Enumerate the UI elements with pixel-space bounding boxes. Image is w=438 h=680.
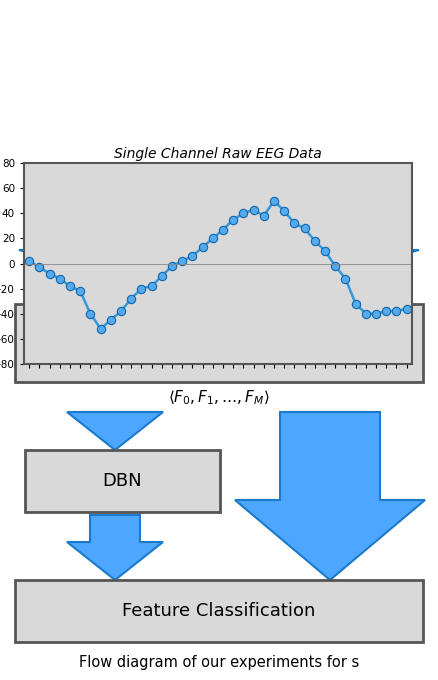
Polygon shape [67, 412, 163, 450]
Title: Single Channel Raw EEG Data: Single Channel Raw EEG Data [114, 147, 322, 160]
Text: Simple
Feature Extraction: Simple Feature Extraction [136, 320, 302, 364]
Text: DBN: DBN [102, 472, 142, 490]
Polygon shape [19, 250, 419, 304]
Text: Feature Classification: Feature Classification [122, 602, 316, 620]
FancyBboxPatch shape [25, 450, 220, 512]
Text: Flow diagram of our experiments for s: Flow diagram of our experiments for s [79, 654, 359, 670]
Text: $\langle F_0 , F_1 , \ldots , F_M \rangle$: $\langle F_0 , F_1 , \ldots , F_M \rangl… [168, 389, 270, 407]
FancyBboxPatch shape [15, 580, 423, 642]
Polygon shape [235, 412, 425, 580]
FancyBboxPatch shape [15, 304, 423, 382]
Polygon shape [67, 515, 163, 580]
Text: $\langle D_0 , D_1 , \ldots , D_W \rangle$: $\langle D_0 , D_1 , \ldots , D_W \rangl… [163, 226, 275, 245]
